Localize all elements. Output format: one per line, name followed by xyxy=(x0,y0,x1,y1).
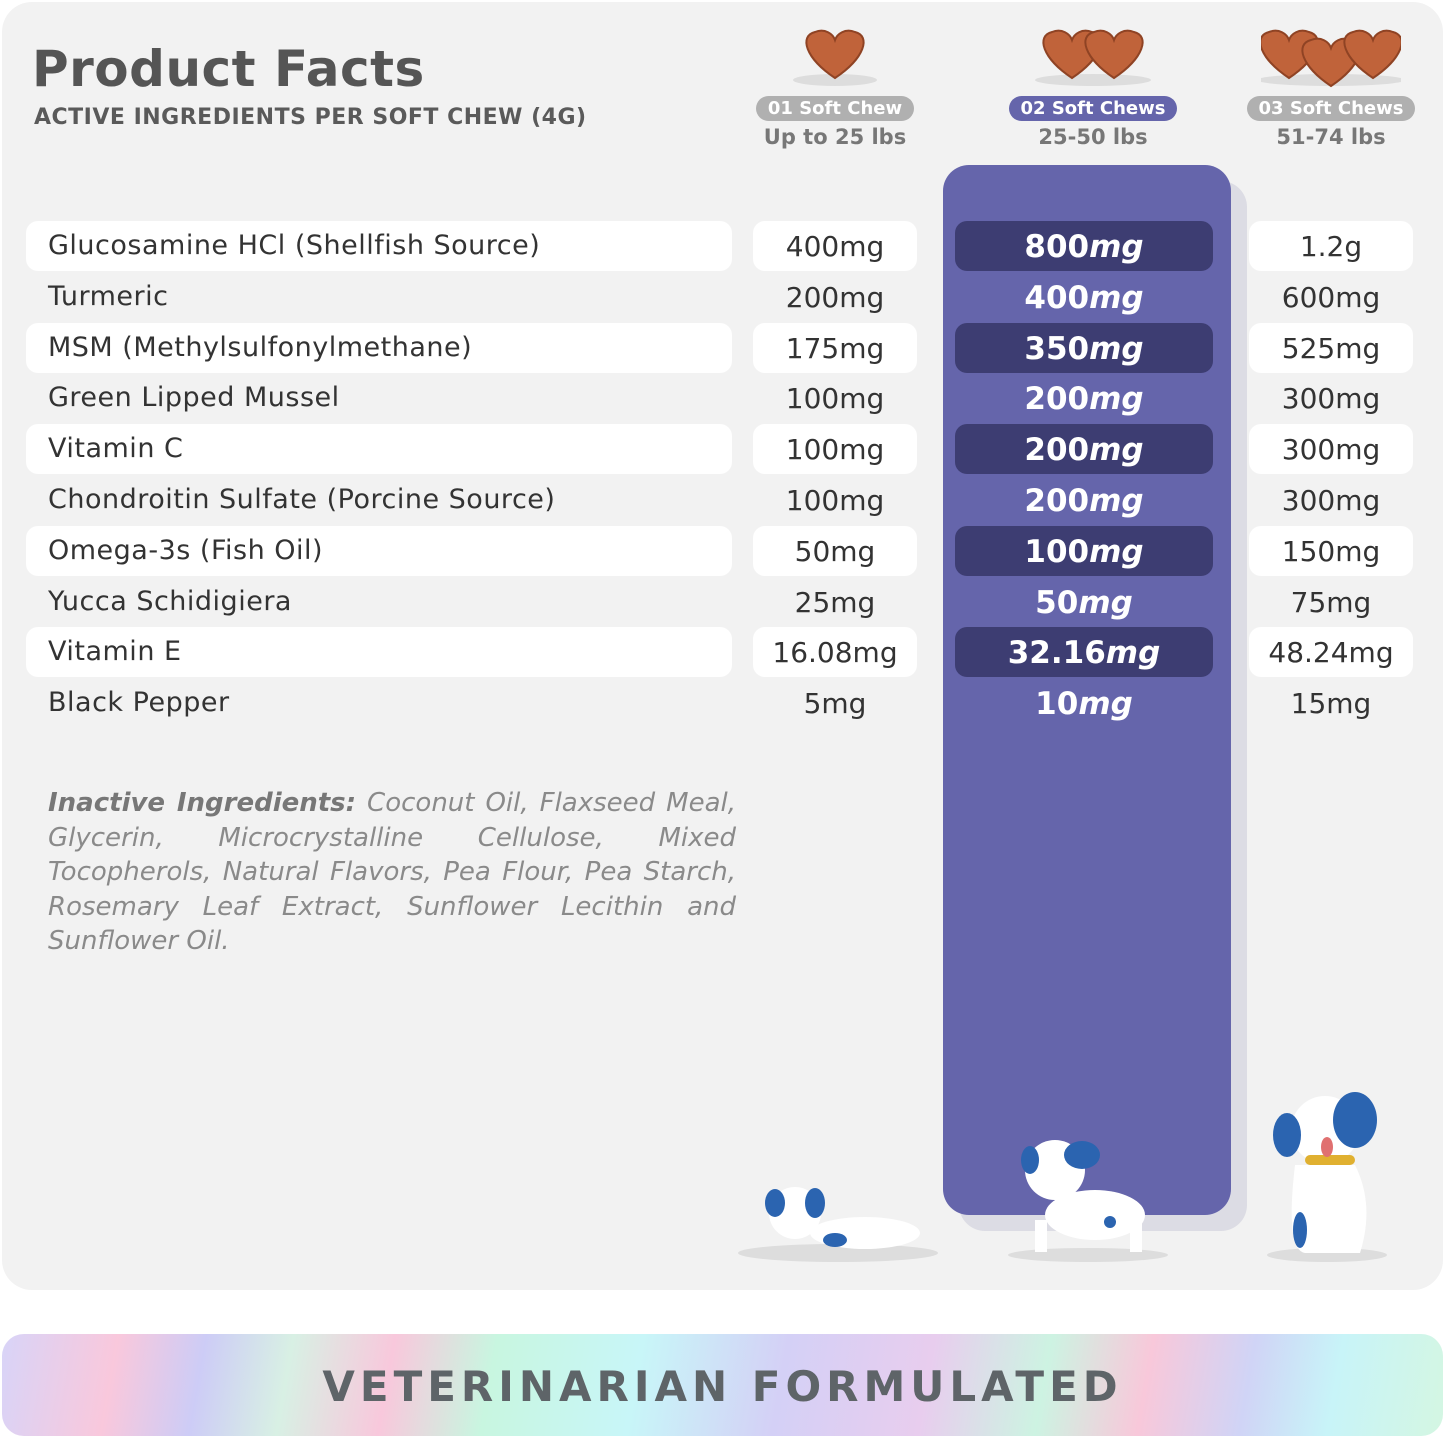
weight-range: 51-74 lbs xyxy=(1276,125,1386,149)
soft-chew-group xyxy=(793,29,877,86)
dose-unit: mg xyxy=(1089,483,1144,519)
soft-chew-group xyxy=(1035,29,1151,86)
column-header: 02 Soft Chews 25-50 lbs xyxy=(973,28,1213,149)
dose-2-chews: 350mg xyxy=(955,322,1213,373)
ingredient-row: MSM (Methylsulfonylmethane) 175mg 350mg … xyxy=(0,322,1445,373)
dose-unit: mg xyxy=(1089,533,1144,570)
ingredient-name: Green Lipped Mussel xyxy=(48,382,340,414)
banner-text: VETERINARIAN FORMULATED xyxy=(322,1362,1123,1411)
serving-badge: 02 Soft Chews xyxy=(1008,96,1178,121)
dose-value: 32.16 xyxy=(1007,635,1106,672)
ingredient-name: Chondroitin Sulfate (Porcine Source) xyxy=(48,484,556,515)
ingredient-row: Vitamin E 16.08mg 32.16mg 48.24mg xyxy=(0,627,1445,678)
puppy-walking-illustration xyxy=(1008,1140,1168,1262)
ingredient-row: Turmeric 200mg 400mg 600mg xyxy=(0,272,1445,322)
dose-1-chew: 100mg xyxy=(785,382,885,416)
dose-value: 350 xyxy=(1024,330,1090,367)
ingredient-row: Black Pepper 5mg 10mg 15mg xyxy=(0,678,1445,728)
dose-1-chew: 50mg xyxy=(753,525,917,576)
dose-value: 200 xyxy=(1024,381,1090,418)
dose-unit: mg xyxy=(1089,432,1144,469)
dose-value: 50 xyxy=(1035,584,1079,621)
dose-unit: mg xyxy=(1089,279,1144,316)
dose-3-chews: 300mg xyxy=(1249,424,1413,475)
dose-3-chews: 300mg xyxy=(1281,484,1381,517)
dose-2-chews: 400mg xyxy=(955,272,1213,322)
dose-2-chews: 800mg xyxy=(955,221,1213,271)
serving-badge: 03 Soft Chews xyxy=(1246,96,1416,121)
ingredient-name: Vitamin E xyxy=(26,627,732,678)
inactive-label: Inactive Ingredients: xyxy=(48,788,357,818)
dose-2-chews: 100mg xyxy=(955,525,1213,576)
dose-unit: mg xyxy=(1078,686,1133,723)
dose-3-chews: 300mg xyxy=(1281,382,1381,416)
dose-2-chews: 200mg xyxy=(955,424,1213,475)
dose-unit: mg xyxy=(1089,229,1144,265)
dose-unit: mg xyxy=(1089,381,1144,418)
ingredient-name: Yucca Schidigiera xyxy=(48,585,292,617)
dose-unit: mg xyxy=(1089,330,1144,367)
dose-value: 800 xyxy=(1024,229,1090,265)
dose-3-chews: 600mg xyxy=(1281,280,1381,314)
ingredient-row: Omega-3s (Fish Oil) 50mg 100mg 150mg xyxy=(0,525,1445,576)
column-header: 01 Soft Chew Up to 25 lbs xyxy=(715,28,955,149)
ingredient-row: Yucca Schidigiera 25mg 50mg 75mg xyxy=(0,577,1445,627)
inactive-ingredients: Inactive Ingredients: Coconut Oil, Flaxs… xyxy=(48,786,736,959)
inactive-text: Coconut Oil, Flaxseed Meal, Glycerin, Mi… xyxy=(48,788,736,956)
puppy-lying-illustration xyxy=(738,1187,938,1262)
dose-value: 200 xyxy=(1024,432,1090,469)
dose-value: 200 xyxy=(1024,483,1090,519)
ingredient-row: Vitamin C 100mg 200mg 300mg xyxy=(0,424,1445,475)
soft-chew-heart-icon xyxy=(1084,29,1144,80)
ingredient-name: Omega-3s (Fish Oil) xyxy=(26,525,732,576)
page-title: Product Facts xyxy=(32,40,425,98)
dose-3-chews: 1.2g xyxy=(1249,221,1413,271)
dose-1-chew: 16.08mg xyxy=(753,627,917,678)
ingredient-row: Glucosamine HCl (Shellfish Source) 400mg… xyxy=(0,221,1445,271)
weight-range: 25-50 lbs xyxy=(1038,125,1148,149)
ingredient-name: MSM (Methylsulfonylmethane) xyxy=(26,322,732,373)
ingredient-row: Green Lipped Mussel 100mg 200mg 300mg xyxy=(0,373,1445,423)
ingredient-name: Black Pepper xyxy=(48,687,230,719)
serving-badge: 01 Soft Chew xyxy=(755,96,915,121)
ingredient-name: Glucosamine HCl (Shellfish Source) xyxy=(26,221,732,271)
dose-3-chews: 75mg xyxy=(1290,585,1372,619)
dose-2-chews: 32.16mg xyxy=(955,627,1213,678)
dose-1-chew: 400mg xyxy=(753,221,917,271)
dose-1-chew: 25mg xyxy=(794,585,876,619)
dose-unit: mg xyxy=(1078,584,1133,621)
dose-unit: mg xyxy=(1105,635,1161,672)
dose-value: 400 xyxy=(1024,279,1090,316)
dose-value: 100 xyxy=(1024,533,1090,570)
dose-value: 10 xyxy=(1035,686,1079,723)
dose-2-chews: 200mg xyxy=(955,373,1213,423)
dose-3-chews: 15mg xyxy=(1290,687,1372,721)
dose-3-chews: 525mg xyxy=(1249,322,1413,373)
soft-chew-group xyxy=(1261,29,1401,88)
dose-3-chews: 48.24mg xyxy=(1249,627,1413,678)
dose-1-chew: 175mg xyxy=(753,322,917,373)
ingredient-name: Turmeric xyxy=(48,280,169,312)
dose-3-chews: 150mg xyxy=(1249,525,1413,576)
dose-2-chews: 50mg xyxy=(955,577,1213,627)
dose-1-chew: 100mg xyxy=(785,484,885,517)
page-subtitle: ACTIVE INGREDIENTS PER SOFT CHEW (4G) xyxy=(34,105,587,130)
soft-chew-heart-icon xyxy=(805,29,865,80)
dose-1-chew: 5mg xyxy=(803,687,867,721)
column-header: 03 Soft Chews 51-74 lbs xyxy=(1211,28,1445,149)
dose-1-chew: 200mg xyxy=(785,280,885,314)
veterinarian-formulated-banner: VETERINARIAN FORMULATED xyxy=(2,1334,1443,1436)
puppy-sitting-illustration xyxy=(1267,1092,1387,1262)
weight-range: Up to 25 lbs xyxy=(763,125,907,149)
dose-2-chews: 200mg xyxy=(955,475,1213,525)
ingredient-row: Chondroitin Sulfate (Porcine Source) 100… xyxy=(0,475,1445,525)
ingredient-name: Vitamin C xyxy=(26,424,732,475)
dose-1-chew: 100mg xyxy=(753,424,917,475)
soft-chew-heart-icon xyxy=(1343,29,1401,80)
dose-2-chews: 10mg xyxy=(955,678,1213,728)
